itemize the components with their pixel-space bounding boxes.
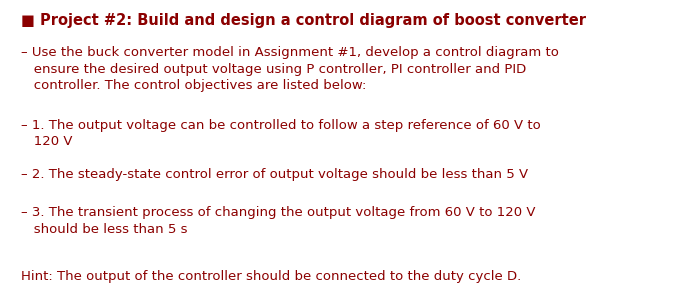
Text: – 1. The output voltage can be controlled to follow a step reference of 60 V to
: – 1. The output voltage can be controlle… bbox=[21, 119, 540, 148]
Text: – 2. The steady-state control error of output voltage should be less than 5 V: – 2. The steady-state control error of o… bbox=[21, 168, 528, 181]
Text: – Use the buck converter model in Assignment #1, develop a control diagram to
  : – Use the buck converter model in Assign… bbox=[21, 46, 559, 92]
Text: ■ Project #2: Build and design a control diagram of boost converter: ■ Project #2: Build and design a control… bbox=[21, 13, 586, 29]
Text: Hint: The output of the controller should be connected to the duty cycle D.: Hint: The output of the controller shoul… bbox=[21, 270, 522, 283]
Text: – 3. The transient process of changing the output voltage from 60 V to 120 V
   : – 3. The transient process of changing t… bbox=[21, 206, 536, 236]
